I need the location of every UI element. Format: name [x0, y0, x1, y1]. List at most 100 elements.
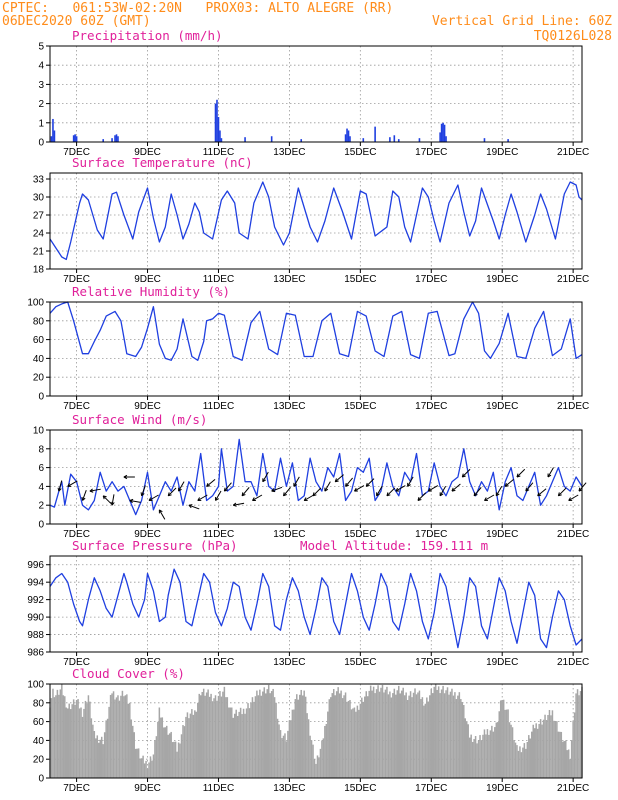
precip-bar — [214, 103, 217, 142]
cloud-bar — [411, 697, 413, 778]
x-tick-label: 7DEC — [63, 274, 90, 285]
precip-bar — [50, 136, 53, 142]
x-tick-label: 9DEC — [134, 657, 161, 668]
rh-frame — [49, 301, 583, 397]
cloud-bar — [468, 737, 471, 778]
wind-arrow-head — [525, 487, 528, 492]
cloud-bar — [375, 689, 378, 778]
cloud-bar — [331, 693, 334, 778]
cloud-bar — [578, 695, 580, 778]
wind-arrow-head — [461, 473, 464, 478]
cloud-bar — [330, 697, 332, 778]
cloud-bar — [108, 706, 110, 778]
wind-arrow-head — [110, 501, 113, 506]
x-tick-label: 21DEC — [557, 783, 589, 794]
cloud-bar — [366, 696, 369, 778]
cloud-bar — [570, 740, 573, 778]
wind-arrow — [365, 478, 375, 487]
cloud-bar — [69, 709, 72, 778]
cloud-bar — [440, 689, 443, 778]
cloud-bar — [553, 720, 555, 778]
x-tick-label: 19DEC — [486, 783, 518, 794]
cloud-bar — [87, 695, 90, 778]
x-tick-label: 9DEC — [134, 274, 161, 285]
cloud-bar — [143, 763, 146, 778]
cloud-bar — [222, 691, 224, 778]
x-tick-label: 13DEC — [273, 657, 305, 668]
y-tick-label: 60 — [33, 335, 45, 346]
cloud-bar — [528, 735, 530, 778]
wind-arrow-head — [67, 483, 70, 487]
x-tick-label: 7DEC — [63, 657, 90, 668]
cloud-bar — [412, 692, 415, 778]
precip-bar — [439, 132, 441, 142]
cloud-bar — [93, 731, 96, 778]
cloud-bar — [285, 741, 288, 778]
x-tick-label: 17DEC — [415, 657, 447, 668]
cloud-bar — [192, 714, 195, 778]
wind-arrow-head — [188, 504, 193, 506]
cloud-bar — [235, 709, 237, 778]
wind-arrow-head — [484, 497, 487, 501]
precip-bar — [344, 134, 347, 142]
precip-bar — [445, 136, 447, 142]
precip-bar — [507, 139, 509, 142]
cloud-bar — [231, 707, 233, 778]
cloud-bar — [501, 699, 503, 778]
cloud-bar — [538, 723, 540, 778]
cloud-bar — [279, 730, 282, 778]
x-tick-label: 13DEC — [273, 783, 305, 794]
y-tick-label: 24 — [33, 229, 45, 240]
cloud-bar — [423, 705, 425, 778]
x-tick-label: 17DEC — [415, 274, 447, 285]
cloud-bar — [409, 691, 412, 778]
cloud-bar — [140, 758, 143, 778]
cloud-bar — [102, 744, 104, 778]
wind-arrow — [354, 485, 365, 492]
cloud-bar — [361, 697, 363, 778]
cloud-bar — [340, 690, 342, 778]
cloud-bar — [294, 699, 297, 778]
wind-arrow — [293, 476, 300, 487]
cloud-bar — [111, 693, 113, 778]
cloud-bar — [476, 743, 478, 778]
cloud-bar — [204, 695, 206, 778]
cloud-bar — [464, 718, 467, 778]
cloud-bar — [179, 743, 181, 778]
cloud-bar — [454, 692, 456, 778]
wind-arrow — [167, 487, 177, 497]
precip-bar — [75, 136, 78, 142]
cloud-bar — [259, 689, 261, 778]
cloud-bar — [523, 743, 526, 778]
cloud-bar — [332, 689, 335, 778]
cloud-bar — [171, 742, 174, 778]
wind-arrow — [262, 471, 269, 482]
cloud-bar — [199, 695, 202, 778]
wind-panel: Surface Wind (m/s) 0 2 4 6 8 10 7DEC 9DEC 11DEC 13… — [33, 412, 589, 540]
cloud-bar — [542, 719, 545, 778]
cloud-bar — [341, 698, 344, 778]
y-tick-label: 100 — [27, 680, 44, 691]
cloud-bar — [58, 694, 60, 778]
cloud-bar — [241, 714, 243, 778]
y-tick-label: 18 — [33, 265, 45, 276]
wind-arrow-head — [223, 487, 226, 492]
wind-arrow — [516, 468, 526, 478]
precip-bar — [53, 130, 56, 142]
cloud-bar — [297, 699, 300, 778]
cloud-bar — [312, 744, 314, 778]
wind-arrow-head — [81, 496, 84, 501]
cloud-bar — [525, 748, 527, 778]
wind-arrow-head — [271, 488, 275, 492]
wind-arrow — [558, 487, 567, 497]
precip-bar — [443, 124, 446, 142]
cloud-bar — [451, 688, 453, 778]
x-tick-label: 13DEC — [273, 147, 305, 158]
cloud-bar — [497, 722, 499, 778]
cloud-bar — [306, 713, 308, 778]
cloud-bar — [544, 714, 546, 778]
cloud-bar — [362, 701, 365, 778]
x-tick-label: 21DEC — [557, 401, 589, 412]
cloud-bar — [448, 694, 450, 778]
cloud-bar — [372, 686, 375, 778]
